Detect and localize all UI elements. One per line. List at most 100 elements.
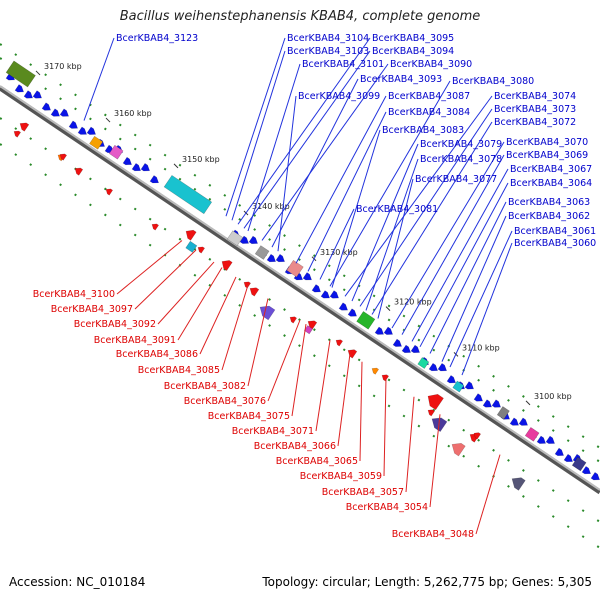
- reverse-gene-label[interactable]: BcerKBAB4_3065: [276, 456, 358, 467]
- reverse-gene-arrow[interactable]: [346, 347, 358, 359]
- reverse-gene-arrow[interactable]: [380, 373, 389, 382]
- forward-gene-arrow[interactable]: [122, 156, 134, 167]
- gene-box[interactable]: [524, 427, 540, 442]
- forward-gene-arrow[interactable]: [302, 272, 314, 282]
- gene-box[interactable]: [108, 144, 124, 160]
- forward-gene-arrow[interactable]: [329, 290, 341, 301]
- reverse-gene-arrow[interactable]: [196, 245, 205, 254]
- reverse-gene-arrow[interactable]: [12, 129, 21, 138]
- forward-gene-arrow[interactable]: [464, 381, 476, 392]
- reverse-gene-arrow[interactable]: [288, 315, 297, 324]
- forward-gene-arrow[interactable]: [14, 84, 26, 95]
- forward-gene-arrow[interactable]: [23, 90, 35, 101]
- reverse-gene-label[interactable]: BcerKBAB4_3054: [346, 502, 428, 513]
- gene-box[interactable]: [452, 380, 465, 393]
- forward-gene-label[interactable]: BcerKBAB4_3081: [356, 204, 438, 215]
- forward-gene-arrow[interactable]: [311, 284, 323, 295]
- forward-gene-arrow[interactable]: [320, 290, 332, 301]
- forward-gene-label[interactable]: BcerKBAB4_3094: [372, 46, 454, 57]
- reverse-gene-arrow[interactable]: [449, 439, 466, 457]
- reverse-gene-label[interactable]: BcerKBAB4_3057: [322, 487, 404, 498]
- forward-gene-label[interactable]: BcerKBAB4_3083: [382, 125, 464, 136]
- reverse-gene-arrow[interactable]: [248, 285, 260, 297]
- forward-gene-arrow[interactable]: [581, 465, 593, 476]
- reverse-gene-label[interactable]: BcerKBAB4_3075: [208, 411, 290, 422]
- forward-gene-arrow[interactable]: [293, 272, 305, 282]
- forward-gene-arrow[interactable]: [473, 393, 485, 404]
- forward-gene-arrow[interactable]: [437, 363, 449, 373]
- reverse-gene-arrow[interactable]: [424, 390, 444, 411]
- reverse-gene-arrow[interactable]: [18, 120, 30, 132]
- reverse-gene-arrow[interactable]: [472, 431, 481, 440]
- gene-box[interactable]: [417, 357, 430, 369]
- reverse-gene-label[interactable]: BcerKBAB4_3092: [74, 319, 156, 330]
- reverse-gene-label[interactable]: BcerKBAB4_3082: [164, 381, 246, 392]
- forward-gene-label[interactable]: BcerKBAB4_3073: [494, 104, 576, 115]
- forward-gene-arrow[interactable]: [383, 326, 395, 337]
- gene-box[interactable]: [286, 259, 304, 278]
- forward-gene-arrow[interactable]: [275, 253, 287, 264]
- forward-gene-label[interactable]: BcerKBAB4_3103: [287, 46, 369, 57]
- forward-gene-arrow[interactable]: [131, 162, 143, 173]
- forward-gene-arrow[interactable]: [86, 126, 98, 137]
- reverse-gene-label[interactable]: BcerKBAB4_3059: [300, 471, 382, 482]
- forward-gene-label[interactable]: BcerKBAB4_3084: [388, 107, 470, 118]
- forward-gene-label[interactable]: BcerKBAB4_3064: [510, 178, 592, 189]
- forward-gene-arrow[interactable]: [32, 90, 44, 101]
- forward-gene-label[interactable]: BcerKBAB4_3062: [508, 211, 590, 222]
- forward-gene-arrow[interactable]: [518, 417, 530, 428]
- reverse-gene-arrow[interactable]: [183, 227, 197, 241]
- reverse-gene-label[interactable]: BcerKBAB4_3100: [33, 289, 115, 300]
- forward-gene-label[interactable]: BcerKBAB4_3069: [506, 150, 588, 161]
- reverse-gene-arrow[interactable]: [306, 318, 318, 330]
- reverse-gene-label[interactable]: BcerKBAB4_3086: [116, 349, 198, 360]
- forward-gene-label[interactable]: BcerKBAB4_3079: [420, 139, 502, 150]
- forward-gene-label[interactable]: BcerKBAB4_3072: [494, 117, 576, 128]
- forward-gene-label[interactable]: BcerKBAB4_3078: [420, 154, 502, 165]
- reverse-gene-label[interactable]: BcerKBAB4_3048: [392, 529, 474, 540]
- forward-gene-label[interactable]: BcerKBAB4_3070: [506, 137, 588, 148]
- gene-box[interactable]: [89, 135, 104, 150]
- forward-gene-arrow[interactable]: [446, 375, 458, 385]
- forward-gene-label[interactable]: BcerKBAB4_3123: [116, 33, 198, 44]
- reverse-gene-label[interactable]: BcerKBAB4_3076: [184, 396, 266, 407]
- forward-gene-arrow[interactable]: [77, 126, 89, 137]
- forward-gene-arrow[interactable]: [68, 120, 80, 131]
- forward-gene-label[interactable]: BcerKBAB4_3063: [508, 197, 590, 208]
- reverse-gene-label[interactable]: BcerKBAB4_3085: [138, 365, 220, 376]
- forward-gene-label[interactable]: BcerKBAB4_3093: [360, 74, 442, 85]
- forward-gene-arrow[interactable]: [392, 338, 404, 349]
- forward-gene-arrow[interactable]: [266, 253, 278, 264]
- reverse-gene-arrow[interactable]: [242, 280, 251, 289]
- forward-gene-label[interactable]: BcerKBAB4_3077: [415, 174, 497, 185]
- reverse-gene-arrow[interactable]: [219, 257, 233, 272]
- forward-gene-label[interactable]: BcerKBAB4_3080: [452, 76, 534, 87]
- reverse-gene-arrow[interactable]: [58, 152, 67, 161]
- forward-gene-arrow[interactable]: [239, 235, 251, 246]
- forward-gene-arrow[interactable]: [401, 344, 413, 355]
- reverse-gene-arrow[interactable]: [429, 414, 448, 433]
- reverse-gene-arrow[interactable]: [370, 366, 379, 375]
- forward-gene-arrow[interactable]: [140, 163, 152, 173]
- rna-feature-box[interactable]: [5, 60, 36, 88]
- reverse-gene-arrow[interactable]: [257, 302, 276, 321]
- forward-gene-arrow[interactable]: [545, 435, 557, 446]
- forward-gene-arrow[interactable]: [347, 308, 359, 319]
- forward-gene-arrow[interactable]: [563, 453, 575, 464]
- reverse-gene-arrow[interactable]: [150, 222, 159, 231]
- gene-box[interactable]: [226, 230, 244, 247]
- forward-gene-arrow[interactable]: [491, 399, 503, 410]
- forward-gene-label[interactable]: BcerKBAB4_3060: [514, 238, 596, 249]
- reverse-gene-label[interactable]: BcerKBAB4_3071: [232, 426, 314, 437]
- forward-gene-label[interactable]: BcerKBAB4_3095: [372, 33, 454, 44]
- reverse-gene-arrow[interactable]: [426, 408, 435, 417]
- reverse-gene-arrow[interactable]: [334, 338, 343, 347]
- forward-gene-arrow[interactable]: [590, 472, 600, 482]
- forward-gene-arrow[interactable]: [536, 435, 548, 446]
- gene-box[interactable]: [496, 406, 510, 420]
- reverse-gene-label[interactable]: BcerKBAB4_3097: [51, 304, 133, 315]
- forward-gene-arrow[interactable]: [41, 102, 53, 113]
- forward-gene-arrow[interactable]: [554, 447, 566, 458]
- forward-gene-label[interactable]: BcerKBAB4_3074: [494, 91, 576, 102]
- forward-gene-arrow[interactable]: [338, 302, 350, 313]
